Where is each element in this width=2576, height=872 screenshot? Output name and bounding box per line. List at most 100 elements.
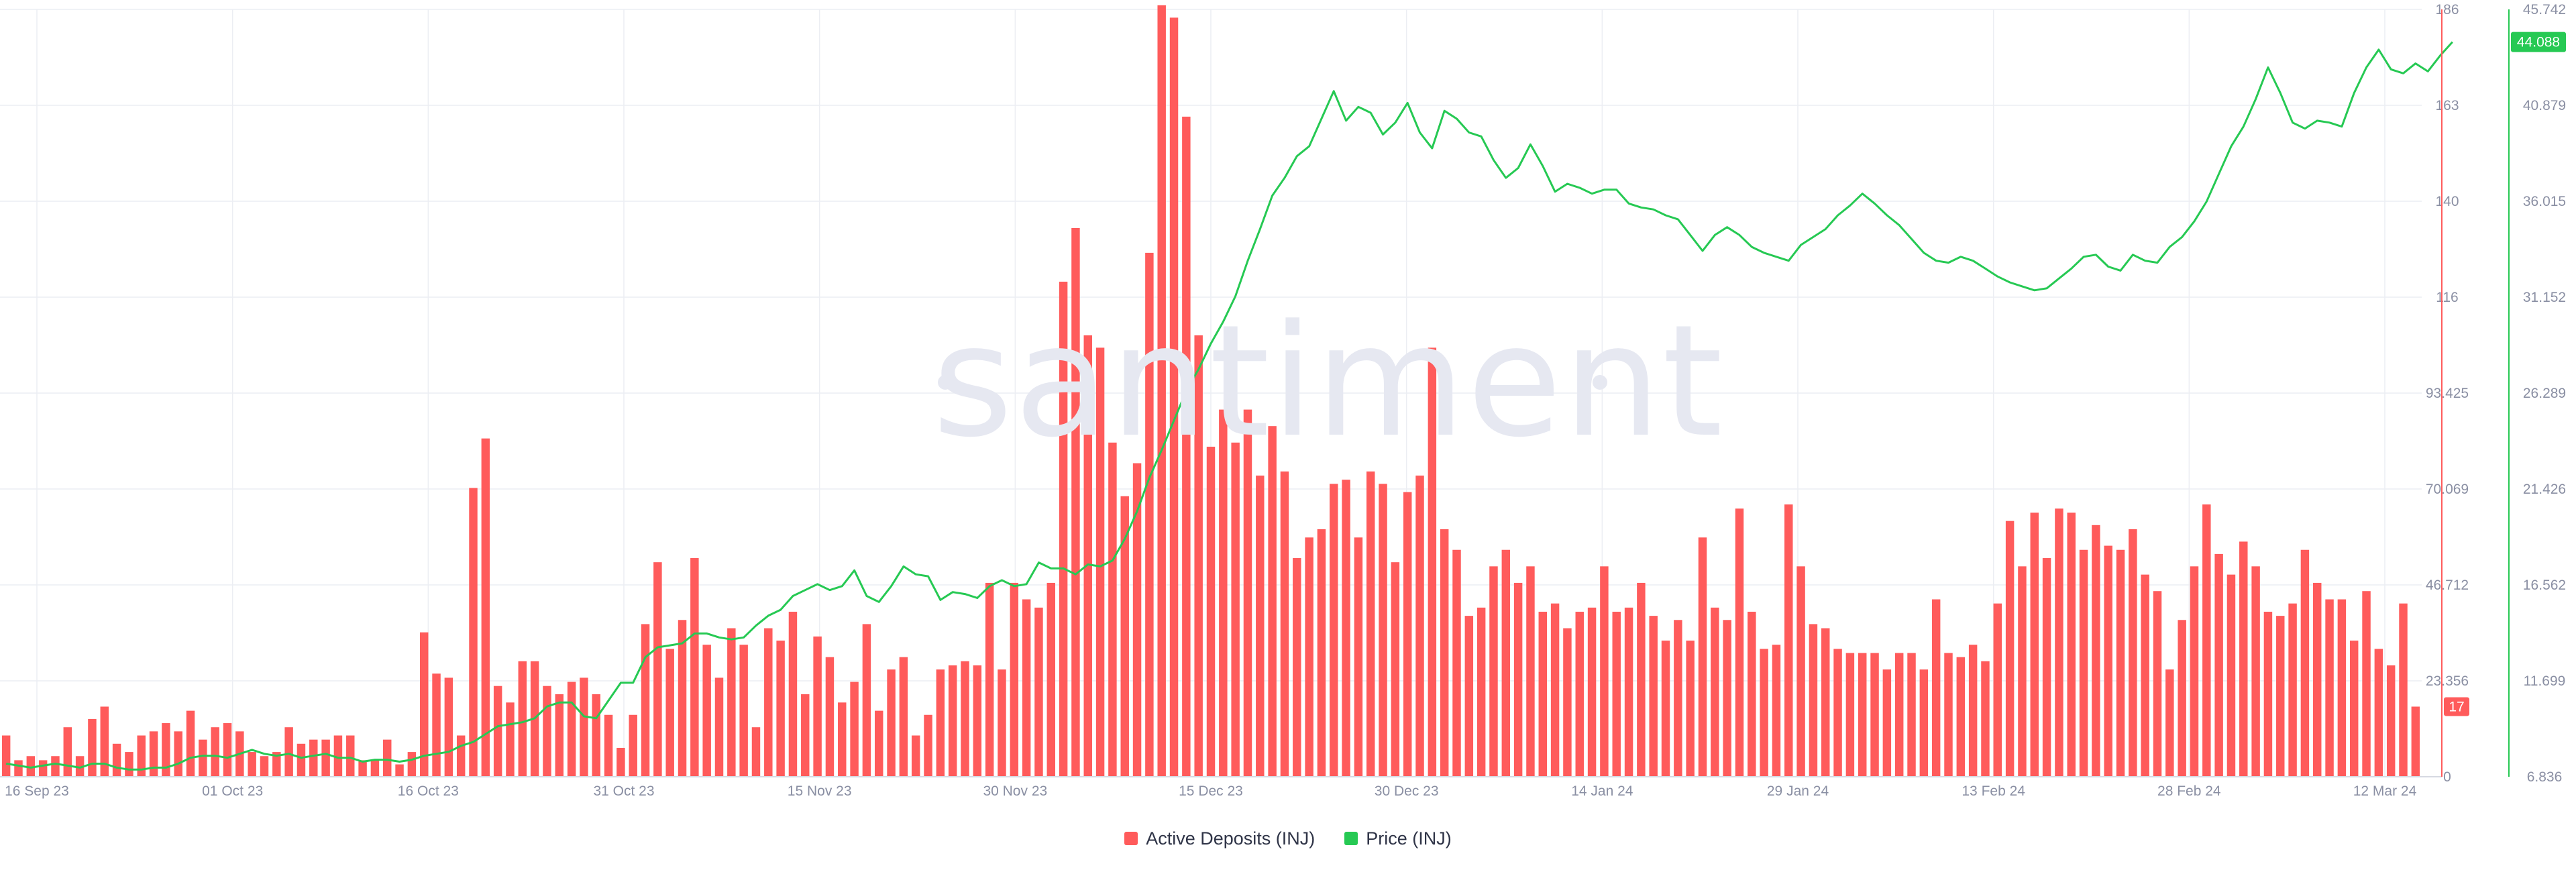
bar-deposits (850, 682, 859, 777)
bar-deposits (2129, 529, 2137, 777)
watermark-dot-left (938, 375, 953, 390)
bar-deposits (2251, 566, 2260, 777)
bar-deposits (961, 661, 969, 777)
left-axis-tick-label: 116 (2436, 290, 2458, 305)
bar-deposits (1256, 476, 1265, 777)
bar-deposits (518, 661, 527, 777)
bar-deposits (543, 686, 551, 777)
bar-deposits (260, 756, 269, 777)
bar-deposits (407, 752, 417, 777)
bar-deposits (1145, 252, 1154, 777)
bar-deposits (1513, 582, 1523, 777)
bar-deposits (1342, 480, 1350, 777)
price-last-badge: 44.088 (2517, 35, 2560, 50)
bar-deposits (1169, 17, 1179, 777)
bar-deposits (149, 731, 158, 777)
right-axis-tick-label: 11.699 (2524, 673, 2566, 689)
bar-deposits (2362, 591, 2371, 777)
bar-deposits (506, 702, 515, 777)
bar-deposits (211, 727, 219, 777)
bar-deposits (100, 706, 109, 777)
bar-deposits (1317, 529, 1326, 777)
bar-deposits (985, 582, 994, 777)
bar-deposits (1748, 611, 1756, 777)
bar-deposits (2042, 558, 2051, 777)
x-axis-tick-label: 31 Oct 23 (593, 783, 654, 799)
bar-deposits (813, 636, 822, 777)
bar-deposits (1330, 484, 1338, 777)
bar-deposits (63, 727, 72, 777)
bar-deposits (1366, 471, 1375, 777)
bar-deposits (1698, 537, 1707, 777)
bar-deposits (1440, 529, 1449, 777)
bar-deposits (1059, 281, 1068, 777)
bar-deposits (838, 702, 847, 777)
bar-deposits (26, 756, 36, 777)
bar-deposits (2116, 549, 2125, 777)
bar-deposits (1108, 442, 1117, 777)
bar-deposits (1379, 484, 1387, 777)
bar-deposits (1919, 669, 1929, 777)
bar-deposits (2374, 649, 2383, 777)
bar-deposits (2141, 574, 2149, 777)
bar-deposits (1452, 549, 1461, 777)
bar-deposits (1760, 649, 1768, 777)
bar-deposits (1600, 566, 1609, 777)
bar-deposits (1182, 116, 1191, 777)
bar-deposits (432, 673, 441, 777)
bar-deposits (702, 645, 711, 777)
x-axis-tick-label: 16 Sep 23 (5, 783, 69, 799)
x-axis-tick-label: 28 Feb 24 (2157, 783, 2221, 799)
bar-deposits (1993, 603, 2002, 777)
bar-deposits (272, 752, 281, 777)
bar-deposits (2202, 504, 2211, 777)
bar-deposits (1575, 611, 1584, 777)
right-axis-tick-label: 16.562 (2523, 578, 2566, 593)
bar-deposits (604, 714, 613, 777)
bar-deposits (1157, 5, 1166, 777)
bar-deposits (174, 731, 182, 777)
bar-deposits (51, 756, 60, 777)
legend-item-price[interactable]: Price (INJ) (1344, 828, 1452, 849)
right-axis-tick-label: 40.879 (2523, 98, 2566, 113)
x-axis-tick-label: 13 Feb 24 (1962, 783, 2025, 799)
bar-deposits (739, 645, 748, 777)
left-axis-tick-label: 140 (2435, 194, 2459, 209)
bar-deposits (75, 756, 85, 777)
bar-deposits (248, 752, 256, 777)
bar-deposits (1735, 508, 1744, 777)
bar-deposits (665, 649, 674, 777)
bar-deposits (580, 677, 588, 777)
bar-deposits (1686, 641, 1695, 777)
line-layer (5, 41, 2453, 771)
bar-deposits (862, 624, 871, 777)
bar-deposits (1391, 562, 1400, 777)
bar-deposits (383, 739, 392, 777)
bar-deposits (297, 743, 306, 777)
bar-deposits (2165, 669, 2174, 777)
bar-deposits (1723, 620, 1731, 777)
bar-deposits (1894, 653, 1904, 777)
bar-deposits (874, 710, 883, 777)
deposits-last-badge: 17 (2449, 699, 2464, 714)
bar-deposits (1526, 566, 1535, 777)
bar-deposits (2153, 591, 2162, 777)
bar-deposits (1268, 426, 1277, 777)
bar-deposits (1944, 653, 1953, 777)
bar-deposits (1907, 653, 1916, 777)
bar-deposits (764, 628, 773, 777)
bar-deposits (112, 743, 121, 777)
bar-deposits (309, 739, 318, 777)
bars-layer (1, 5, 2420, 777)
bar-deposits (1034, 607, 1043, 777)
watermark-dot-right (1593, 375, 1607, 390)
bar-deposits (1293, 558, 1301, 777)
bar-deposits (2411, 706, 2420, 777)
bar-deposits (2239, 541, 2248, 777)
legend-item-deposits[interactable]: Active Deposits (INJ) (1124, 828, 1315, 849)
bar-deposits (444, 677, 453, 777)
left-axis-tick-label: 46.712 (2426, 578, 2469, 593)
x-axis-tick-label: 14 Jan 24 (1571, 783, 1633, 799)
